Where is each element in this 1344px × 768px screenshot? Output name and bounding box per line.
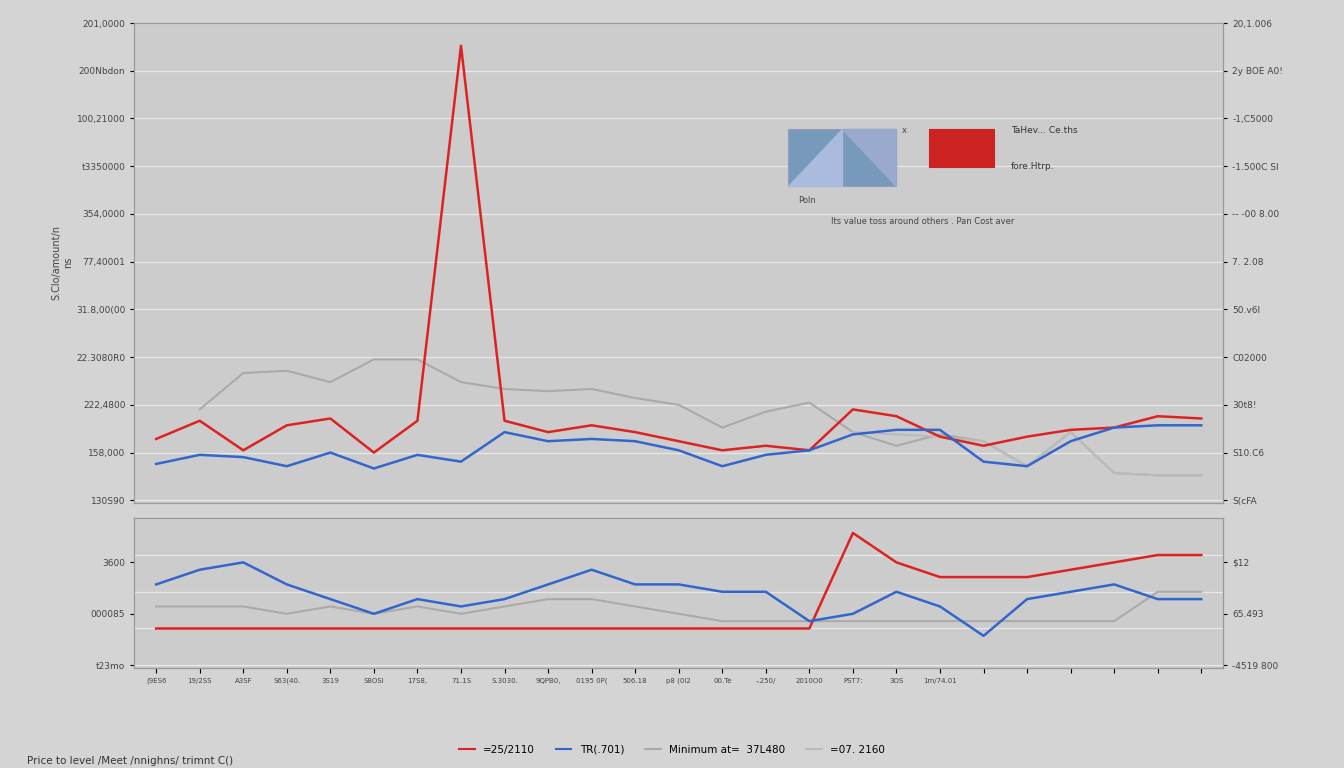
Text: Its value toss around others . Pan Cost aver: Its value toss around others . Pan Cost …	[831, 217, 1015, 227]
Y-axis label: S.Clo/amount/n
ns: S.Clo/amount/n ns	[51, 225, 73, 300]
Polygon shape	[841, 128, 896, 186]
Text: Poln: Poln	[798, 196, 816, 205]
FancyBboxPatch shape	[929, 128, 995, 167]
Legend: =25/2110, TR(.701), Minimum at=  37L480, =07. 2160: =25/2110, TR(.701), Minimum at= 37L480, …	[456, 740, 888, 759]
FancyBboxPatch shape	[788, 128, 896, 186]
Text: fore.Htrp.: fore.Htrp.	[1011, 162, 1054, 171]
Text: x: x	[902, 126, 907, 135]
Text: Price to level /Meet /nnighns/ trimnt C(): Price to level /Meet /nnighns/ trimnt C(…	[27, 756, 233, 766]
Text: TaHev... Ce.ths: TaHev... Ce.ths	[1011, 126, 1078, 135]
Polygon shape	[788, 128, 841, 186]
